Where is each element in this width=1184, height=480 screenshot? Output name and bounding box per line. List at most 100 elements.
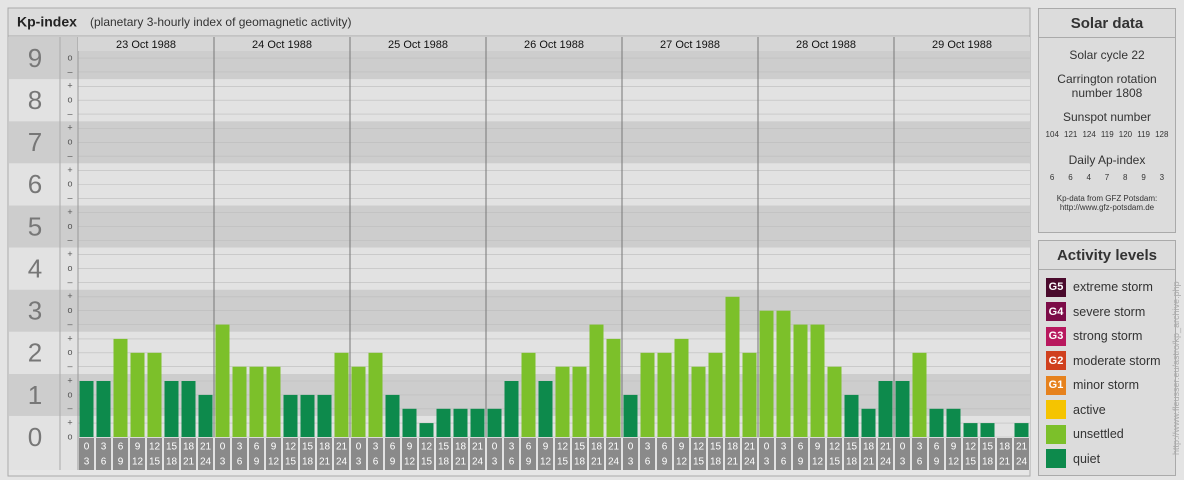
y-minor-label: – (67, 403, 72, 413)
sunspot-number: 120 (1118, 130, 1133, 139)
interval-box (793, 438, 808, 470)
interval-end: 21 (999, 457, 1011, 468)
interval-end: 12 (268, 457, 280, 468)
bar (759, 310, 774, 437)
interval-start: 9 (951, 442, 957, 453)
interval-end: 18 (438, 457, 450, 468)
interval-box (181, 438, 196, 470)
legend-item: G3 strong storm (1039, 324, 1175, 349)
bar (96, 381, 111, 437)
legend-item: G5 extreme storm (1039, 275, 1175, 300)
ap-value: 4 (1086, 173, 1091, 182)
bar (334, 352, 349, 437)
date-label: 24 Oct 1988 (252, 39, 312, 51)
interval-start: 6 (390, 442, 396, 453)
interval-box (963, 438, 978, 470)
legend-label: unsettled (1073, 427, 1124, 442)
date-label: 27 Oct 1988 (660, 39, 720, 51)
legend-label: extreme storm (1073, 280, 1153, 295)
interval-end: 6 (781, 457, 787, 468)
interval-box (674, 438, 689, 470)
carrington: Carrington rotation number 1808 (1057, 72, 1157, 100)
interval-start: 0 (900, 442, 906, 453)
interval-box (691, 438, 706, 470)
interval-start: 12 (829, 442, 841, 453)
bar (232, 366, 247, 437)
interval-box (1014, 438, 1029, 470)
bar (606, 338, 621, 437)
interval-start: 12 (421, 442, 433, 453)
y-minor-label: + (67, 207, 72, 217)
interval-start: 0 (492, 442, 498, 453)
bar (742, 352, 757, 437)
interval-start: 15 (710, 442, 722, 453)
interval-box (317, 438, 332, 470)
interval-end: 18 (302, 457, 314, 468)
bar (300, 394, 315, 437)
y-minor-label: + (67, 249, 72, 259)
bar (266, 366, 281, 437)
bar (674, 338, 689, 437)
bar (436, 408, 451, 437)
y-minor-label: – (67, 193, 72, 203)
bar (623, 394, 638, 437)
interval-start: 3 (101, 442, 107, 453)
interval-start: 21 (336, 442, 348, 453)
header-subtitle: (planetary 3-hourly index of geomagnetic… (90, 15, 351, 29)
interval-box (198, 438, 213, 470)
interval-end: 6 (237, 457, 243, 468)
interval-box (470, 438, 485, 470)
interval-start: 18 (319, 442, 331, 453)
interval-box (725, 438, 740, 470)
bar (572, 366, 587, 437)
interval-start: 21 (880, 442, 892, 453)
interval-box (895, 438, 910, 470)
ap-value: 9 (1141, 173, 1146, 182)
interval-box (334, 438, 349, 470)
interval-start: 15 (846, 442, 858, 453)
chart: Kp-index (planetary 3-hourly index of ge… (7, 7, 1031, 477)
interval-start: 3 (373, 442, 379, 453)
sunspot-number: 128 (1155, 130, 1169, 139)
interval-end: 24 (880, 457, 892, 468)
interval-box (249, 438, 264, 470)
y-minor-label: + (67, 291, 72, 301)
bar (538, 381, 553, 437)
interval-end: 12 (948, 457, 960, 468)
interval-box (130, 438, 145, 470)
interval-start: 6 (118, 442, 124, 453)
interval-start: 12 (965, 442, 977, 453)
interval-end: 24 (744, 457, 756, 468)
bar (521, 352, 536, 437)
interval-start: 9 (271, 442, 277, 453)
interval-end: 15 (557, 457, 569, 468)
bar (929, 408, 944, 437)
bar (640, 352, 655, 437)
legend-swatch (1046, 449, 1066, 469)
bar (657, 352, 672, 437)
interval-box (606, 438, 621, 470)
interval-box (878, 438, 893, 470)
interval-end: 18 (846, 457, 858, 468)
interval-box (555, 438, 570, 470)
interval-box (453, 438, 468, 470)
interval-end: 3 (84, 457, 90, 468)
interval-box (538, 438, 553, 470)
interval-end: 9 (254, 457, 260, 468)
bar (385, 394, 400, 437)
levels-panel: Activity levels G5 extreme storm G4 severe … (1038, 240, 1176, 476)
date-strip (622, 37, 758, 51)
ap-value: 6 (1068, 173, 1073, 182)
solar-panel: Solar data Solar cycle 22 Carrington rot… (1038, 8, 1176, 233)
y-tick-label: 0 (28, 422, 42, 452)
interval-start: 21 (608, 442, 620, 453)
y-minor-label: o (67, 347, 72, 357)
bar (725, 296, 740, 437)
interval-box (504, 438, 519, 470)
bar (130, 352, 145, 437)
interval-start: 6 (526, 442, 532, 453)
legend-badge: G4 (1048, 305, 1064, 318)
interval-end: 3 (220, 457, 226, 468)
date-strip (894, 37, 1030, 51)
